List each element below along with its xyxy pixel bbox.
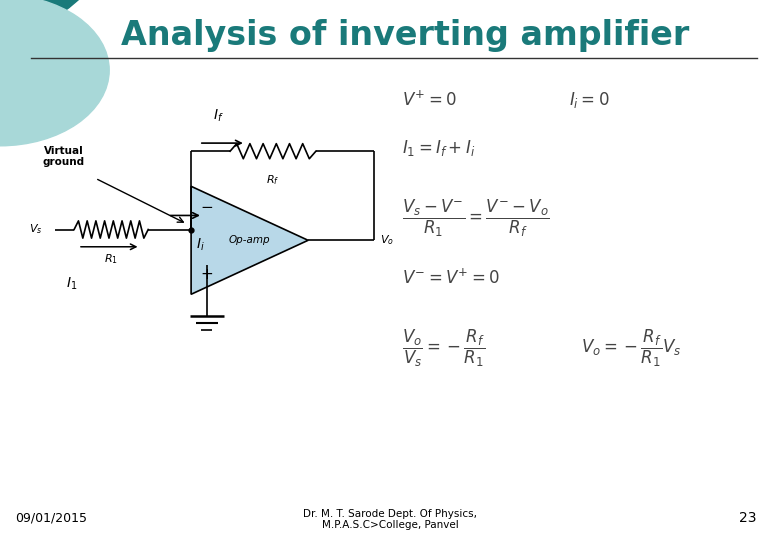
Text: $I_i$: $I_i$ <box>196 237 205 253</box>
Text: $\dfrac{V_s-V^{-}}{R_1}=\dfrac{V^{-}-V_o}{R_f}$: $\dfrac{V_s-V^{-}}{R_1}=\dfrac{V^{-}-V_o… <box>402 198 550 239</box>
Circle shape <box>0 0 109 43</box>
Text: $I_i=0$: $I_i=0$ <box>569 90 610 110</box>
Text: $V_o=-\dfrac{R_f}{R_1}V_s$: $V_o=-\dfrac{R_f}{R_1}V_s$ <box>581 328 682 369</box>
Text: $V^{-}=V^{+}=0$: $V^{-}=V^{+}=0$ <box>402 268 500 288</box>
Text: $I_1$: $I_1$ <box>66 275 78 292</box>
Text: $I_1=I_f+I_i$: $I_1=I_f+I_i$ <box>402 138 475 159</box>
Text: 23: 23 <box>739 511 757 525</box>
Text: $V_o$: $V_o$ <box>380 233 394 247</box>
Text: $\dfrac{V_o}{V_s}=-\dfrac{R_f}{R_1}$: $\dfrac{V_o}{V_s}=-\dfrac{R_f}{R_1}$ <box>402 328 485 369</box>
Text: $V_s$: $V_s$ <box>30 222 43 237</box>
Text: $I_f$: $I_f$ <box>213 108 224 124</box>
Text: Op-amp: Op-amp <box>229 235 271 245</box>
Text: Dr. M. T. Sarode Dept. Of Physics,
M.P.A.S.C>College, Panvel: Dr. M. T. Sarode Dept. Of Physics, M.P.A… <box>303 509 477 530</box>
Text: $R_f$: $R_f$ <box>266 173 280 187</box>
Polygon shape <box>191 186 308 294</box>
Circle shape <box>0 0 109 146</box>
Text: 09/01/2015: 09/01/2015 <box>16 512 87 525</box>
Text: $R_1$: $R_1$ <box>105 252 118 266</box>
Text: $-$: $-$ <box>200 198 214 213</box>
Text: $V^{+}=0$: $V^{+}=0$ <box>402 90 456 110</box>
Text: $+$: $+$ <box>200 267 214 282</box>
Text: Virtual
ground: Virtual ground <box>43 146 85 167</box>
Text: Analysis of inverting amplifier: Analysis of inverting amplifier <box>122 18 690 52</box>
